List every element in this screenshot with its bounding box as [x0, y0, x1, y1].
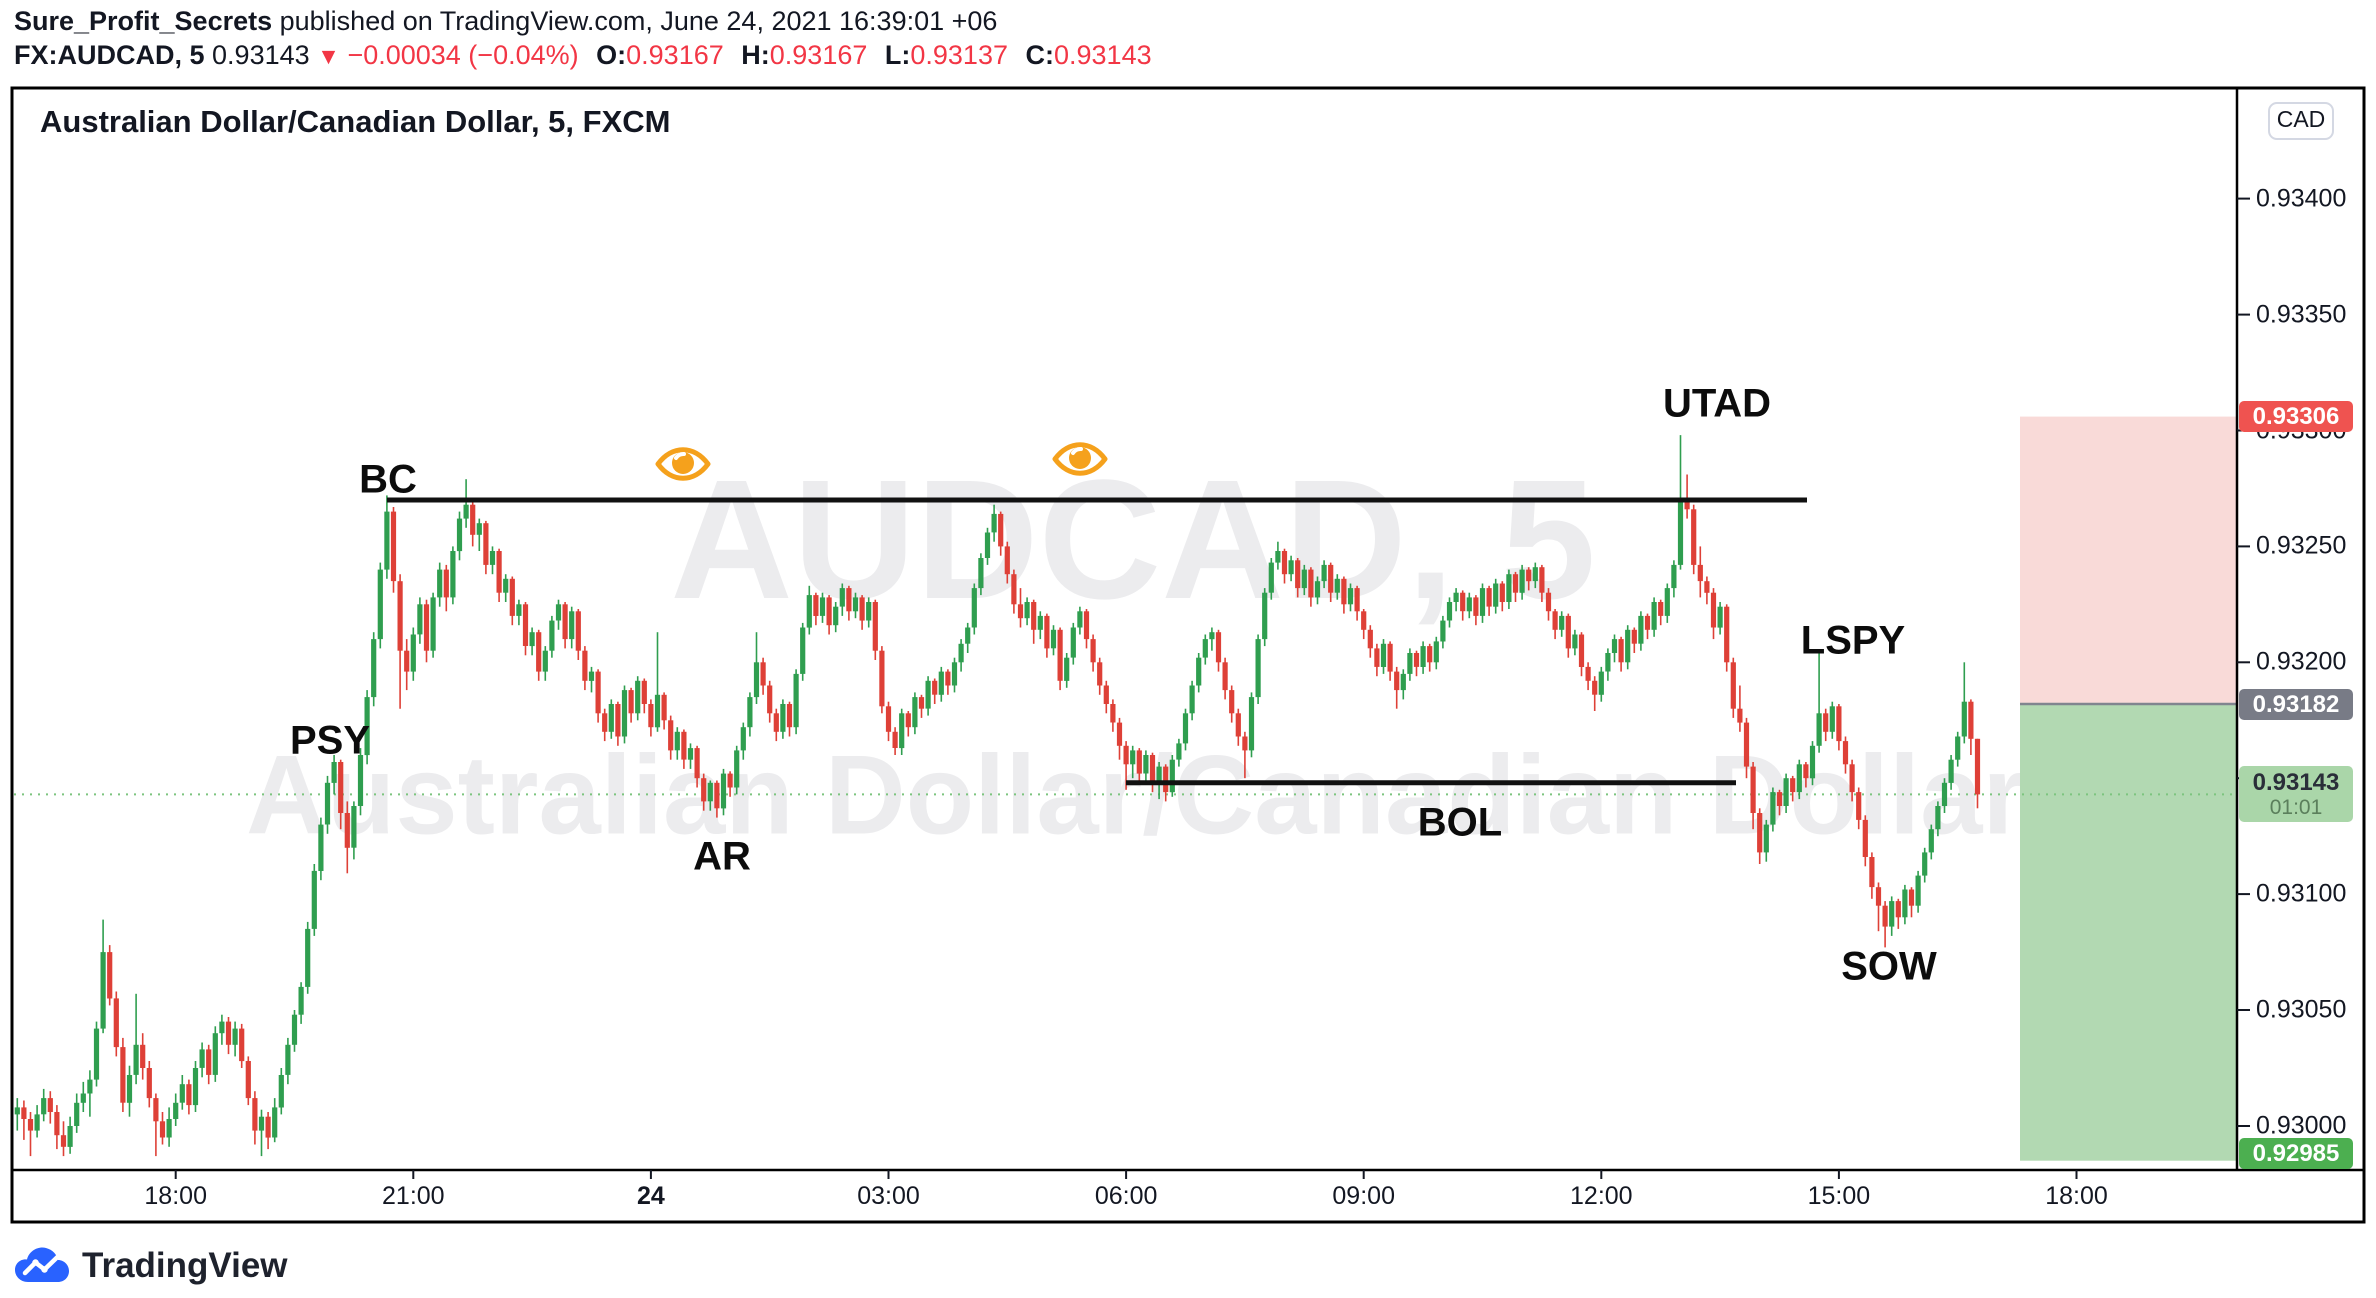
price-change: −0.00034 (−0.04%)	[347, 40, 579, 70]
tradingview-cloud-icon	[15, 1247, 69, 1282]
down-triangle-icon: ▼	[317, 43, 340, 69]
open-label: O:	[596, 40, 627, 70]
tradingview-logo-text: TradingView	[82, 1246, 288, 1285]
candles	[14, 435, 1981, 1157]
open-value: 0.93167	[626, 40, 724, 70]
high-label: H:	[741, 40, 770, 70]
target-zone	[2020, 704, 2237, 1161]
symbol-quote-bar: FX:AUDCAD, 5 0.93143 ▼ −0.00034 (−0.04%)…	[14, 40, 1152, 71]
chart-frame-border	[10, 86, 2366, 1224]
low-value: 0.93137	[910, 40, 1008, 70]
tradingview-logo[interactable]: TradingView	[14, 1244, 288, 1288]
chart-legend-title[interactable]: Australian Dollar/Canadian Dollar, 5, FX…	[40, 104, 671, 139]
publish-header: Sure_Profit_Secrets published on Trading…	[14, 6, 997, 37]
close-value: 0.93143	[1054, 40, 1152, 70]
symbol-name[interactable]: FX:AUDCAD, 5	[14, 40, 205, 70]
risk-zone	[2020, 416, 2237, 705]
low-label: L:	[884, 40, 911, 70]
last-price: 0.93143	[212, 40, 310, 70]
close-label: C:	[1025, 40, 1055, 70]
publish-info: published on TradingView.com, June 24, 2…	[272, 6, 998, 36]
high-value: 0.93167	[769, 40, 868, 70]
author-name[interactable]: Sure_Profit_Secrets	[14, 6, 273, 36]
currency-unit-button[interactable]: CAD	[2268, 102, 2334, 140]
